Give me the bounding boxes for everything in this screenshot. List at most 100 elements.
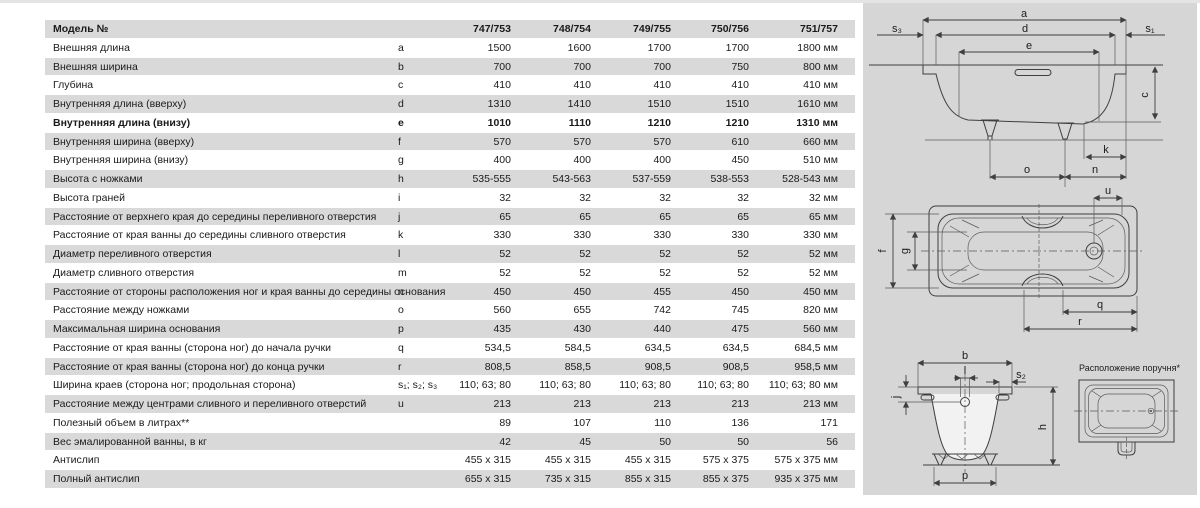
row-value: 543-563 [552,173,591,185]
row-value: 65 [579,210,591,223]
dim-label-b: b [962,350,968,362]
row-label: Высота с ножками [53,173,143,185]
row-value: 400 [573,154,591,167]
row-value: 32 [737,191,749,204]
header-model: 750/756 [711,23,749,35]
row-label: Расстояние от края ванны (сторона ног) д… [53,341,331,354]
table-row: Вес эмалированной ванны, в кг 42 45 50 50 56 [45,432,855,452]
row-letter: m [398,266,407,279]
bathtub-cross-section-drawing: b l s₂ j h p [890,350,1060,487]
dim-label-q: q [1097,299,1103,311]
row-letter: p [398,323,404,335]
row-letter: a [398,41,404,54]
row-value: 534,5 [484,341,511,354]
row-value: 684,5 мм [794,341,838,354]
row-label: Внутренняя ширина (внизу) [53,154,189,167]
dim-label-s1: s₁ [1145,23,1155,35]
table-row: Расстояние от края ванны (сторона ног) д… [45,357,855,377]
row-value: 450 мм [803,285,838,298]
row-value: 700 [573,60,591,73]
row-value: 52 [737,248,749,260]
row-value: 455 [653,285,671,298]
row-letter: d [398,98,404,110]
handle-bottom [1021,273,1064,287]
row-value: 908,5 [722,360,749,373]
row-value: 855 x 375 [702,473,749,485]
row-letter: r [398,360,402,373]
row-value: 410 [573,79,591,92]
dim-label-j: j [890,396,902,399]
row-label: Расстояние от края ванны (сторона ног) д… [53,360,325,373]
row-label: Внутренняя ширина (вверху) [53,135,195,148]
row-label: Внешняя длина [53,41,130,54]
row-value: 42 [499,435,511,448]
row-value: 1010 [487,116,511,129]
header-model-label: Модель № [53,23,109,35]
row-value: 410 [493,79,511,92]
row-label: Ширина краев (сторона ног; продольная ст… [53,379,296,392]
dim-label-g: g [899,248,911,254]
cross-section-linework [898,363,1060,486]
table-row: Диаметр переливного отверстия l 52 52 52 52 52… [45,245,855,264]
handle-slot [1014,69,1052,76]
row-value: 330 [573,229,591,242]
row-value: 450 [493,285,511,298]
row-letter: f [398,135,401,148]
row-value: 110; 63; 80 [619,379,671,392]
row-value: 213 [731,398,749,410]
row-label: Полный антислип [53,473,140,485]
table-row: Расстояние от края ванны (сторона ног) д… [45,338,855,358]
row-value: 136 [731,416,749,429]
row-value: 584,5 [564,341,591,354]
row-letter: k [398,229,404,242]
handle-top [1021,215,1064,229]
drawings-panel: a s₃ d s₁ e c k o n [863,3,1197,495]
row-value: 455 x 315 [544,454,591,467]
row-letter: e [398,116,404,129]
row-letter [393,414,447,432]
row-letter: n [398,285,404,298]
row-value: 450 [573,285,591,298]
handle-location-caption: Расположение поручня* [1079,363,1180,373]
foot-left [981,119,999,140]
row-value: 110 [654,416,671,429]
dim-label-l: l [964,365,966,377]
row-value: 570 [653,135,671,148]
row-value: 560 [493,304,511,317]
table-row: Ширина краев (сторона ног; продольная ст… [45,376,855,395]
row-value: 575 x 375 мм [774,454,838,467]
row-value: 171 [820,416,838,429]
row-value: 65 [499,210,511,223]
row-value: 400 [653,154,671,167]
row-letter: u [398,398,404,410]
row-letter [393,451,447,469]
row-value: 655 x 315 [464,473,511,485]
row-value: 52 [579,266,591,279]
row-value: 570 [493,135,511,148]
table-row: Высота граней i 32 32 32 32 32 мм [45,188,855,208]
row-value: 735 x 315 [544,473,591,485]
row-letter: j [398,210,401,223]
row-value: 52 мм [808,248,838,260]
header-model: 749/755 [633,23,671,35]
table-row: Максимальная ширина основания p 435 430 440 4… [45,320,855,339]
row-value: 1210 [647,116,671,129]
row-value: 32 [499,191,511,204]
row-value: 330 [653,229,671,242]
row-value: 110; 63; 80 [539,379,591,392]
table-row: Внешняя ширина b 700 700 700 750 800 мм [45,57,855,77]
row-label: Расстояние между ножками [53,304,190,317]
dim-label-h: h [1037,424,1049,430]
row-value: 56 [826,435,838,448]
dim-label-u: u [1105,185,1111,197]
row-value: 450 [731,154,749,167]
row-letter [393,470,447,488]
row-letter: l [398,248,401,260]
header-model: 747/753 [473,23,511,35]
dim-label-p: p [962,470,968,482]
handle-location-drawing [1074,379,1179,461]
row-value: 213 [493,398,511,410]
row-letter: c [398,79,404,92]
